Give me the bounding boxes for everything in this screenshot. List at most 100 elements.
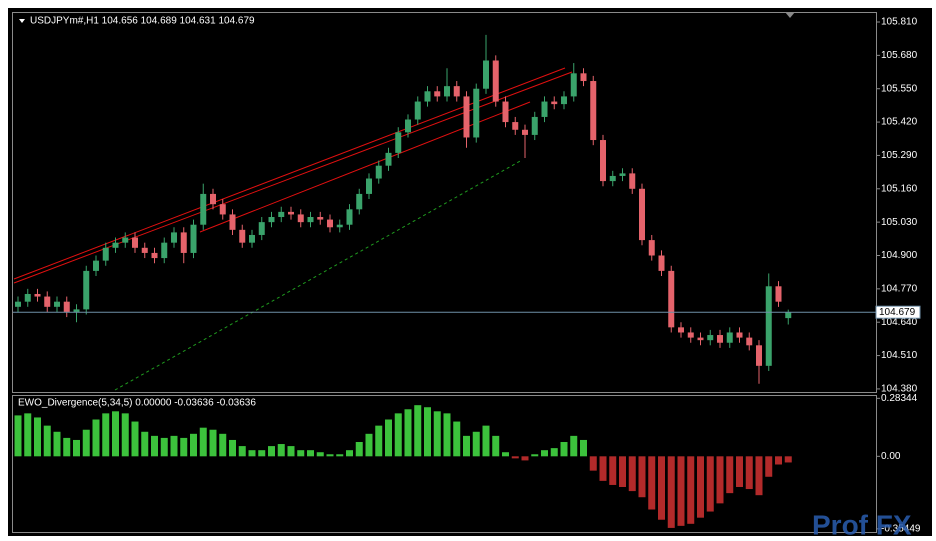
candle-body: [414, 101, 421, 120]
candle-body: [658, 255, 665, 271]
candle-body: [687, 332, 694, 338]
histogram-bar: [511, 456, 519, 459]
histogram-bar: [385, 419, 392, 457]
candle-body: [239, 229, 246, 243]
candle-body: [307, 217, 314, 223]
histogram-bar: [355, 442, 363, 457]
y2-tick-label: -0.35449: [881, 523, 921, 534]
histogram-bar: [112, 411, 119, 457]
histogram-bar: [755, 456, 763, 496]
histogram-bar: [463, 435, 470, 457]
histogram-bar: [209, 429, 217, 457]
y-tick-label: 105.810: [881, 17, 918, 28]
histogram-bar: [394, 413, 402, 457]
candle-body: [190, 224, 197, 253]
candle-body: [541, 101, 548, 117]
shift-marker: [785, 12, 795, 18]
histogram-bar: [121, 413, 129, 457]
histogram-bar: [82, 429, 90, 457]
candle-body: [483, 60, 489, 89]
histogram-bar: [229, 439, 236, 457]
histogram-bar: [131, 421, 139, 457]
y2-tick-label: 0.28344: [881, 393, 918, 404]
histogram-bar: [248, 450, 256, 457]
y2-tick-label: 0.00: [881, 451, 901, 462]
histogram-bar: [775, 456, 782, 465]
histogram-bar: [687, 456, 695, 524]
histogram-bar: [706, 456, 714, 512]
y-tick-label: 104.770: [881, 283, 918, 294]
current-price-box: [875, 305, 921, 319]
candle-body: [570, 73, 577, 97]
candle-body: [24, 293, 31, 302]
histogram-bar: [199, 427, 207, 457]
y-tick-label: 104.900: [881, 250, 918, 261]
candle-body: [473, 88, 480, 138]
histogram-bar: [502, 452, 509, 457]
candle-body: [580, 73, 587, 82]
candle-body: [765, 286, 772, 366]
candle-body: [317, 217, 324, 220]
candle-body: [600, 140, 606, 182]
y-tick-label: 105.290: [881, 150, 918, 161]
histogram-bar: [53, 431, 61, 457]
histogram-bar: [453, 421, 461, 457]
histogram-bar: [658, 456, 665, 520]
histogram-bar: [43, 425, 51, 457]
histogram-bar: [346, 450, 353, 457]
histogram-bar: [580, 439, 587, 457]
histogram-bar: [404, 409, 412, 457]
candle-body: [161, 242, 168, 259]
histogram-bar: [14, 415, 22, 457]
candle-body: [346, 209, 353, 225]
y-tick-label: 104.510: [881, 350, 918, 361]
candle-body: [83, 270, 90, 310]
candle-body: [102, 247, 109, 261]
candle-body: [434, 91, 441, 97]
candle-body: [551, 101, 558, 105]
candle-body: [73, 309, 80, 312]
histogram-bar: [745, 456, 753, 490]
histogram-bar: [531, 454, 539, 457]
candle-body: [210, 193, 216, 205]
histogram-bar: [92, 419, 100, 457]
candle-body: [288, 211, 294, 215]
histogram-bar: [326, 454, 334, 457]
histogram-bar: [697, 456, 704, 518]
histogram-bar: [102, 413, 110, 457]
histogram-bar: [170, 435, 178, 457]
y-tick-label: 105.160: [881, 183, 918, 194]
histogram-bar: [667, 456, 675, 528]
chart-title: USDJPYm#,H1 104.656 104.689 104.631 104.…: [30, 16, 255, 27]
candle-body: [444, 86, 450, 97]
candle-body: [512, 122, 519, 130]
main-frame: [12, 12, 877, 393]
histogram-bar: [726, 456, 734, 494]
histogram-bar: [589, 456, 597, 471]
candle-body: [405, 119, 411, 133]
histogram-bar: [521, 456, 529, 461]
histogram-bar: [141, 431, 149, 457]
candle-body: [639, 188, 645, 241]
histogram-bar: [316, 452, 324, 457]
histogram-bar: [73, 439, 80, 457]
candle-body: [492, 60, 499, 102]
candle-body: [229, 214, 236, 230]
histogram-bar: [648, 456, 656, 510]
histogram-bar: [160, 437, 168, 457]
current-price-label: 104.679: [879, 307, 916, 318]
histogram-bar: [190, 433, 197, 457]
candle-body: [678, 327, 684, 333]
candle-body: [522, 129, 528, 135]
plot: 105.810 105.680 105.550 105.420 105.290 105.1…: [13, 17, 921, 534]
histogram-bar: [238, 446, 246, 457]
histogram-bar: [258, 450, 266, 457]
y-tick-label: 104.380: [881, 384, 918, 395]
histogram-bar: [765, 456, 773, 477]
histogram-bar: [414, 405, 422, 457]
candle-body: [531, 116, 538, 135]
candle-body: [366, 178, 372, 194]
candle-body: [278, 211, 285, 218]
